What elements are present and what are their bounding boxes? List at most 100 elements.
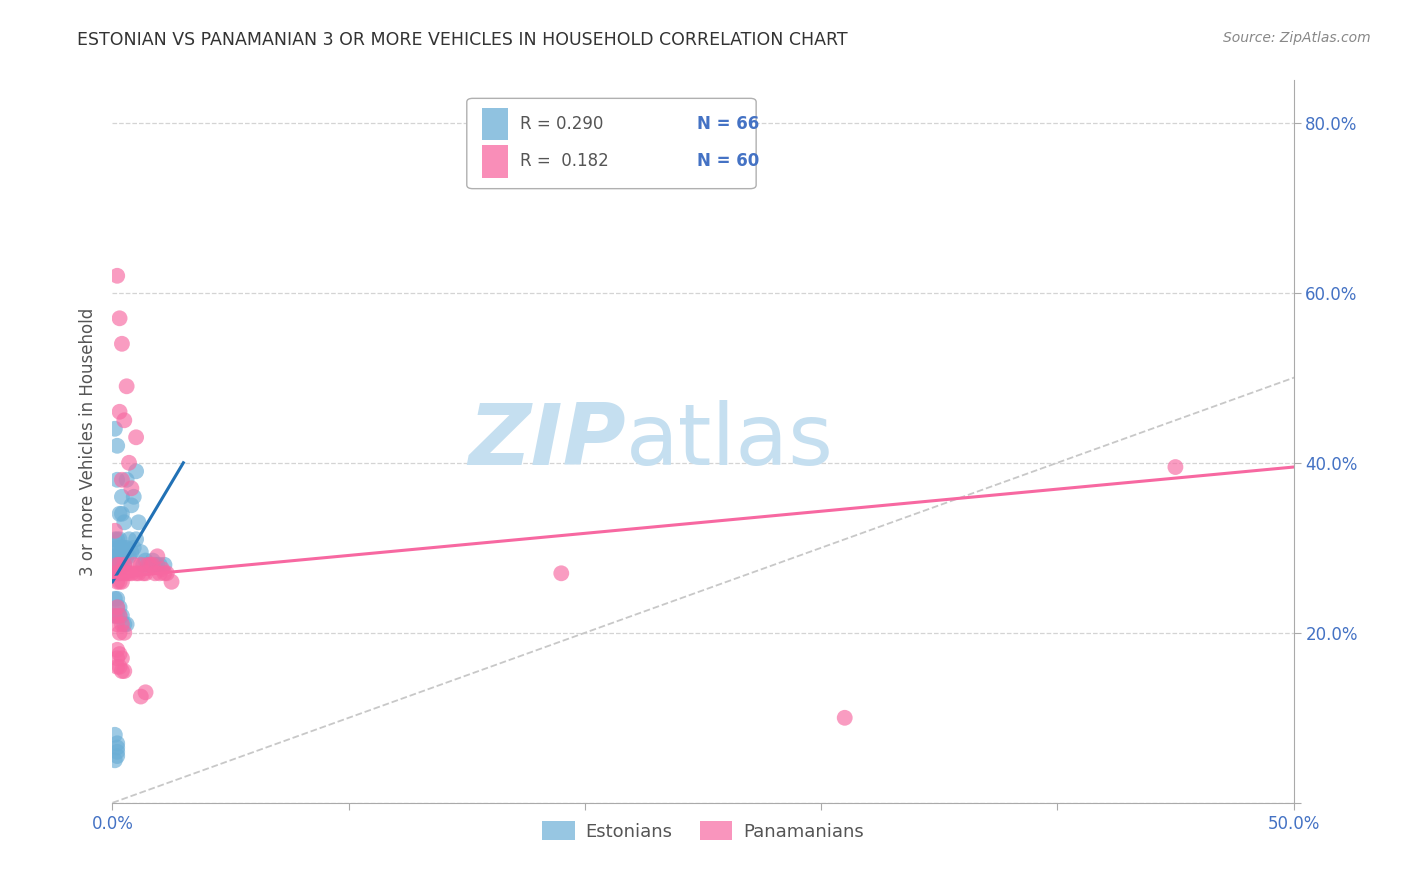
Point [105, 642, 128, 657]
Point [111, 664, 134, 678]
Point [156, 566, 179, 581]
Legend: Estonians, Panamanians: Estonians, Panamanians [536, 814, 870, 848]
Point [112, 558, 135, 572]
Point [108, 558, 131, 572]
Point [149, 566, 172, 581]
Y-axis label: 3 or more Vehicles in Household: 3 or more Vehicles in Household [79, 308, 97, 575]
Point [108, 600, 131, 615]
Point [105, 268, 128, 283]
Point [104, 566, 127, 581]
Point [105, 600, 128, 615]
Point [108, 608, 131, 623]
Point [112, 558, 135, 572]
Point [105, 600, 128, 615]
Point [108, 562, 131, 576]
Point [550, 566, 572, 581]
Point [108, 574, 131, 589]
Point [153, 558, 176, 572]
Point [108, 533, 131, 547]
Text: atlas: atlas [626, 400, 834, 483]
Point [108, 507, 131, 521]
Point [104, 591, 127, 606]
Point [105, 608, 128, 623]
Point [105, 558, 128, 572]
Text: R = 0.290: R = 0.290 [520, 115, 603, 133]
Point [115, 541, 138, 555]
Point [118, 549, 141, 564]
Point [112, 617, 135, 632]
Point [120, 545, 142, 559]
Point [104, 549, 127, 564]
Point [104, 533, 127, 547]
Point [111, 558, 134, 572]
FancyBboxPatch shape [482, 108, 508, 140]
FancyBboxPatch shape [482, 145, 508, 178]
Point [111, 574, 134, 589]
Point [142, 553, 165, 567]
Point [111, 549, 134, 564]
Point [105, 545, 128, 559]
Point [112, 566, 135, 581]
Point [104, 753, 127, 767]
Point [153, 566, 176, 581]
Point [104, 422, 127, 436]
Point [146, 558, 169, 572]
Point [120, 566, 142, 581]
Point [105, 740, 128, 755]
Point [105, 566, 128, 581]
Point [139, 558, 162, 572]
Point [118, 566, 141, 581]
Point [111, 651, 134, 665]
Point [112, 549, 135, 564]
Text: Source: ZipAtlas.com: Source: ZipAtlas.com [1223, 31, 1371, 45]
Point [135, 553, 157, 567]
Point [105, 549, 128, 564]
Point [115, 566, 138, 581]
Point [834, 711, 856, 725]
Point [125, 566, 148, 581]
Point [111, 336, 134, 351]
Point [143, 558, 166, 572]
Point [104, 608, 127, 623]
Point [160, 574, 183, 589]
Point [104, 566, 127, 581]
Point [108, 625, 131, 640]
Point [105, 558, 128, 572]
Point [105, 473, 128, 487]
Text: R =  0.182: R = 0.182 [520, 153, 609, 170]
Point [136, 558, 159, 572]
Point [105, 574, 128, 589]
Text: N = 66: N = 66 [697, 115, 759, 133]
Point [108, 311, 131, 326]
Point [112, 541, 135, 555]
Point [108, 608, 131, 623]
Point [105, 553, 128, 567]
Point [112, 625, 135, 640]
Point [112, 413, 135, 427]
Point [104, 524, 127, 538]
Point [127, 516, 149, 530]
Point [108, 566, 131, 581]
Point [108, 566, 131, 581]
Point [105, 533, 128, 547]
Point [129, 545, 152, 559]
Point [143, 566, 166, 581]
Point [135, 566, 157, 581]
Text: ZIP: ZIP [468, 400, 626, 483]
Point [118, 533, 141, 547]
Point [104, 728, 127, 742]
Point [127, 566, 149, 581]
Point [132, 558, 155, 572]
Point [115, 617, 138, 632]
Text: ESTONIAN VS PANAMANIAN 3 OR MORE VEHICLES IN HOUSEHOLD CORRELATION CHART: ESTONIAN VS PANAMANIAN 3 OR MORE VEHICLE… [77, 31, 848, 49]
Point [122, 490, 145, 504]
Point [111, 541, 134, 555]
Point [108, 647, 131, 661]
Point [105, 439, 128, 453]
Point [105, 541, 128, 555]
Point [150, 562, 173, 576]
Point [108, 558, 131, 572]
Point [129, 690, 152, 704]
Point [105, 660, 128, 674]
Point [129, 558, 152, 572]
